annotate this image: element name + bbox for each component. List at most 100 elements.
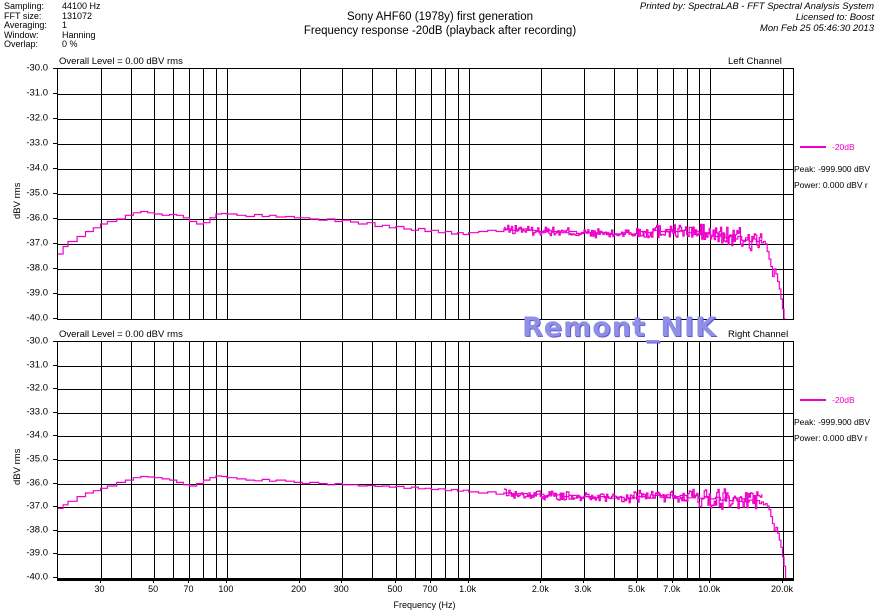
y-axis-label-right: dBV rms [12, 448, 23, 485]
x-tick-label: 100 [218, 584, 234, 594]
y-tick-label: -33.0 [26, 137, 48, 149]
grid-line-horizontal [58, 412, 793, 414]
grid-line-horizontal [58, 194, 793, 195]
y-tick-label: -40.0 [26, 571, 48, 583]
x-tick-label: 50 [148, 584, 159, 594]
x-tick-mark [394, 579, 396, 583]
y-tick-label: -37.0 [26, 500, 48, 512]
power-readout-left: Power: 0.000 dBV r [794, 180, 868, 190]
y-tick-label: -35.0 [26, 187, 48, 199]
grid-line-horizontal [58, 269, 793, 270]
y-tick-label: -36.0 [26, 477, 48, 489]
y-tick-mark [53, 459, 57, 460]
x-tick-label: 1.0k [459, 584, 477, 594]
y-tick-mark [53, 482, 57, 484]
legend-swatch-right [800, 399, 826, 401]
y-tick-mark [53, 553, 57, 555]
x-tick-mark [99, 579, 101, 583]
y-tick-label: -37.0 [26, 237, 48, 249]
y-tick-mark [53, 293, 57, 294]
peak-readout-right: Peak: -999.900 dBV [794, 417, 871, 427]
y-tick-mark [53, 68, 57, 69]
legend-swatch-left [800, 146, 826, 148]
page-title: Sony AHF60 (1978y) first generation Freq… [240, 10, 640, 38]
param-key-overlap: Overlap: [4, 39, 39, 50]
y-axis-label-left: dBV rms [12, 182, 23, 219]
x-tick-mark [781, 579, 783, 583]
acquisition-parameters: Sampling: 44100 Hz FFT size: 131072 Aver… [4, 1, 101, 50]
overall-level-left: Overall Level = 0.00 dBV rms [59, 56, 183, 67]
param-value-averaging: 1 [62, 20, 68, 31]
x-tick-label: 3.0k [574, 584, 592, 594]
param-key-sampling: Sampling: [4, 1, 45, 11]
y-tick-label: -40.0 [26, 312, 48, 324]
y-tick-mark [53, 218, 57, 219]
x-tick-label: 200 [291, 584, 307, 594]
param-key-fftsize: FFT size: [4, 10, 42, 21]
channel-label-left: Left Channel [728, 56, 782, 67]
grid-line-horizontal [58, 483, 793, 485]
x-tick-label: 70 [183, 584, 194, 594]
x-tick-label: 2.0k [531, 584, 549, 594]
y-tick-label: -38.0 [26, 524, 48, 536]
print-info: Printed by: SpectraLAB - FFT Spectral An… [640, 1, 874, 34]
legend-label-left[interactable]: -20dB [832, 142, 855, 152]
x-tick-mark [671, 579, 673, 583]
grid-line-horizontal [58, 219, 793, 220]
overall-level-right: Overall Level = 0.00 dBV rms [59, 329, 183, 340]
x-tick-label: 500 [387, 584, 403, 594]
param-row-overlap: Overlap: 0 % [4, 40, 101, 50]
y-tick-mark [53, 529, 57, 531]
x-tick-mark [430, 579, 432, 583]
channel-label-right: Right Channel [728, 329, 789, 340]
y-tick-label: -31.0 [26, 87, 48, 99]
param-row-window: Window: Hanning [4, 29, 101, 41]
grid-line-horizontal [58, 436, 793, 438]
x-tick-mark [188, 579, 190, 583]
x-tick-mark [709, 579, 711, 583]
y-tick-label: -35.0 [26, 453, 48, 465]
x-tick-mark [225, 579, 227, 583]
x-tick-label: 20.0k [770, 584, 793, 594]
legend-label-right[interactable]: -20dB [832, 395, 855, 405]
param-row-fftsize: FFT size: 131072 [4, 10, 101, 22]
x-tick-mark [153, 579, 155, 583]
y-tick-mark [53, 364, 57, 366]
y-tick-mark [53, 193, 57, 194]
y-tick-mark [53, 318, 57, 319]
y-tick-label: -34.0 [26, 429, 48, 441]
y-tick-mark [53, 435, 57, 437]
grid-line-horizontal [58, 94, 793, 95]
title-line-2: Frequency response -20dB (playback after… [303, 25, 577, 37]
plot-area-right[interactable] [57, 341, 794, 581]
param-row-sampling: Sampling: 44100 Hz [4, 1, 101, 12]
x-tick-mark [582, 579, 584, 583]
param-row-averaging: Averaging: 1 [4, 21, 101, 31]
grid-line-horizontal [58, 244, 793, 245]
grid-line-horizontal [58, 169, 793, 170]
x-tick-mark [540, 579, 542, 583]
y-tick-label: -30.0 [26, 335, 48, 347]
licensed-to-line: Licensed to: Boost [795, 12, 874, 23]
y-tick-mark [53, 577, 57, 578]
y-tick-label: -38.0 [26, 262, 48, 274]
y-tick-label: -30.0 [26, 62, 48, 74]
param-value-overlap: 0 % [62, 39, 78, 50]
param-value-window: Hanning [62, 29, 96, 40]
y-tick-label: -39.0 [26, 287, 48, 299]
y-tick-mark [53, 506, 57, 508]
y-tick-mark [53, 388, 57, 390]
grid-line-horizontal [58, 530, 793, 532]
print-timestamp: Mon Feb 25 05:46:30 2013 [759, 23, 874, 34]
param-value-fftsize: 131072 [62, 10, 93, 21]
y-tick-mark [53, 411, 57, 413]
y-tick-label: -36.0 [26, 212, 48, 224]
y-tick-label: -32.0 [26, 382, 48, 394]
param-key-averaging: Averaging: [4, 20, 47, 31]
y-tick-mark [53, 243, 57, 244]
grid-line-horizontal [58, 294, 793, 295]
acquisition-parameters-table: Sampling: 44100 Hz FFT size: 131072 Aver… [4, 1, 101, 50]
x-tick-label: 300 [333, 584, 349, 594]
plot-area-left[interactable] [57, 68, 794, 320]
y-tick-label: -31.0 [26, 359, 48, 371]
